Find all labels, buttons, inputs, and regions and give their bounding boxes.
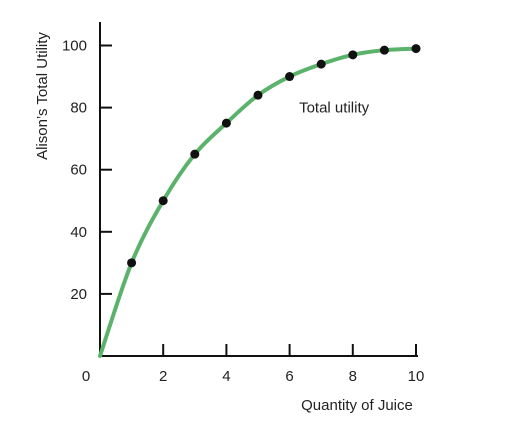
- y-tick-label: 20: [70, 286, 87, 303]
- data-point: [253, 90, 263, 100]
- data-point: [285, 72, 295, 82]
- data-point: [127, 258, 137, 268]
- data-point: [221, 118, 231, 128]
- y-axis-label: Alison’s Total Utility: [34, 32, 51, 160]
- y-tick-label: 100: [62, 38, 87, 55]
- total-utility-annotation: Total utility: [299, 100, 370, 117]
- data-point: [158, 196, 168, 206]
- data-point: [348, 50, 358, 60]
- x-tick-label: 10: [408, 368, 425, 385]
- y-tick-label: 40: [70, 224, 87, 241]
- x-tick-label: 2: [159, 368, 167, 385]
- y-tick-label: 60: [70, 162, 87, 179]
- x-axis-label: Quantity of Juice: [301, 397, 413, 414]
- data-point: [411, 44, 421, 54]
- x-tick-label: 4: [222, 368, 230, 385]
- data-point: [316, 59, 326, 69]
- x-tick-label: 0: [82, 368, 90, 385]
- x-tick-label: 6: [285, 368, 293, 385]
- y-tick-label: 80: [70, 100, 87, 117]
- y-ticks: 20 40 60 80 100: [62, 38, 112, 303]
- data-point: [190, 149, 200, 159]
- data-point: [379, 45, 389, 55]
- x-ticks: 0 2 4 6 8 10: [82, 344, 425, 385]
- x-tick-label: 8: [349, 368, 357, 385]
- data-points: [127, 44, 421, 268]
